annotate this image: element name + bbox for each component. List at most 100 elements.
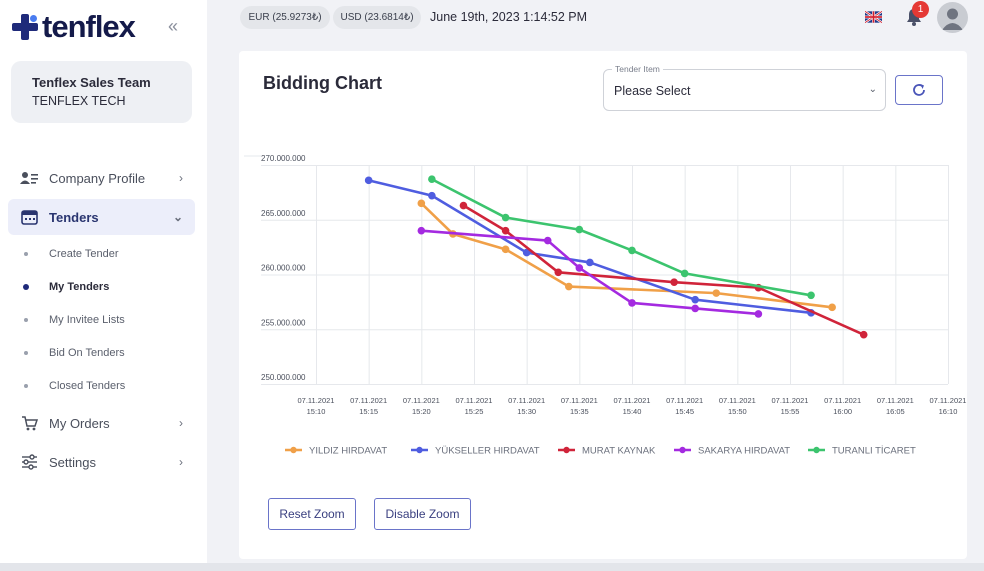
tender-item-label: Tender Item [612, 64, 663, 74]
bottom-scrollbar[interactable] [0, 563, 984, 571]
subnav-closed-tenders[interactable]: Closed Tenders [24, 376, 125, 396]
chevron-right-icon: › [179, 171, 183, 185]
legend-marker [563, 446, 570, 454]
y-tick-label: 260.000.000 [261, 264, 306, 273]
nav-company-profile[interactable]: Company Profile › [8, 160, 195, 196]
subnav-create-tender[interactable]: Create Tender [24, 244, 119, 264]
data-point [628, 299, 636, 307]
series-line [431, 178, 812, 297]
reset-zoom-button[interactable]: Reset Zoom [268, 498, 356, 530]
y-tick-label: 265.000.000 [261, 209, 306, 218]
legend-marker [813, 446, 820, 454]
x-tick-label-time: 15:30 [517, 407, 536, 416]
subnav-label: My Tenders [49, 281, 110, 293]
data-point [522, 248, 531, 257]
calendar-icon [20, 208, 38, 226]
legend-label: YÜKSELLER HIRDAVAT [435, 446, 540, 457]
data-point [859, 330, 868, 339]
data-point [754, 310, 763, 318]
data-point [501, 226, 510, 235]
user-card-icon [20, 169, 38, 187]
top-bar: EUR (25.9273₺) USD (23.6814₺) June 19th,… [207, 0, 984, 38]
x-tick-label-date: 07.11.2021 [561, 396, 598, 405]
data-point [628, 246, 636, 255]
data-point [417, 226, 426, 235]
data-point [459, 201, 468, 210]
x-tick-label-time: 15:50 [728, 407, 747, 416]
notification-badge: 1 [912, 1, 929, 18]
x-tick-label-date: 07.11.2021 [719, 396, 756, 405]
chevron-right-icon: › [179, 455, 183, 469]
data-point [807, 291, 815, 300]
series-line [421, 229, 759, 316]
series-line [462, 204, 865, 336]
legend-marker [290, 446, 297, 454]
bidding-line-chart: 270.000.000 265.000.000 260.000.000 255.000… [244, 154, 967, 457]
tender-item-select[interactable]: Tender Item Please Select ⌄ [603, 64, 886, 111]
x-tick-label-date: 07.11.2021 [403, 396, 440, 405]
data-point [501, 245, 510, 254]
legend-label: YILDIZ HIRDAVAT [309, 446, 387, 457]
bidding-chart-card: Bidding Chart Tender Item Please Select … [239, 51, 967, 559]
usd-rate-badge: USD (23.6814₺) [333, 6, 421, 29]
user-icon [942, 8, 963, 30]
subnav-bid-on-tenders[interactable]: Bid On Tenders [24, 343, 125, 363]
x-tick-label-date: 07.11.2021 [877, 396, 914, 405]
team-name: Tenflex Sales Team [32, 75, 151, 90]
data-point [565, 282, 573, 291]
series-line [368, 179, 812, 315]
x-tick-label-time: 16:10 [939, 407, 958, 416]
nav-tenders[interactable]: Tenders ⌄ [8, 199, 195, 235]
refresh-icon [913, 84, 925, 96]
legend-label: MURAT KAYNAK [582, 446, 656, 457]
x-tick-label-time: 15:40 [623, 407, 642, 416]
x-tick-label-date: 07.11.2021 [930, 396, 967, 405]
data-point [554, 268, 563, 277]
x-tick-label-time: 15:10 [307, 407, 326, 416]
eur-rate-badge: EUR (25.9273₺) [240, 6, 330, 29]
data-point [828, 303, 836, 312]
logo-plus-icon [12, 14, 38, 40]
nav-my-orders[interactable]: My Orders › [8, 405, 195, 441]
x-tick-label-time: 16:05 [886, 407, 905, 416]
data-point [501, 213, 510, 222]
x-tick-label-date: 07.11.2021 [824, 396, 861, 405]
x-tick-label-date: 07.11.2021 [298, 396, 335, 405]
subnav-my-tenders[interactable]: My Tenders [23, 277, 110, 297]
data-point [586, 258, 594, 267]
brand-logo[interactable]: tenflex [12, 9, 136, 44]
subnav-label: My Invitee Lists [49, 314, 125, 326]
subnav-my-invitee-lists[interactable]: My Invitee Lists [24, 310, 125, 330]
legend-marker [416, 446, 423, 454]
chevron-down-icon: ⌄ [868, 84, 877, 95]
data-point [428, 191, 436, 200]
current-datetime: June 19th, 2023 1:14:52 PM [430, 10, 588, 24]
refresh-button[interactable] [895, 75, 943, 105]
nav-label: Tenders [49, 209, 99, 225]
uk-flag-icon[interactable] [865, 11, 882, 23]
x-tick-label-date: 07.11.2021 [614, 396, 651, 405]
nav-settings[interactable]: Settings › [8, 444, 195, 480]
data-point [691, 295, 699, 304]
chevron-right-icon: › [179, 416, 183, 430]
chevron-down-icon: ⌄ [172, 210, 183, 224]
avatar[interactable] [937, 2, 968, 33]
x-tick-label-time: 15:25 [465, 407, 484, 416]
data-point [680, 269, 689, 278]
legend-marker [679, 446, 686, 454]
x-tick-label-date: 07.11.2021 [456, 396, 493, 405]
nav-label: My Orders [49, 415, 110, 431]
data-point [575, 225, 584, 234]
x-tick-label-time: 15:45 [675, 407, 694, 416]
double-chevron-left-icon[interactable]: « [168, 16, 179, 36]
tender-item-value: Please Select [614, 84, 691, 98]
y-tick-label: 270.000.000 [261, 154, 306, 163]
nav-label: Settings [49, 454, 96, 470]
data-point [364, 176, 373, 185]
sidebar: tenflex « Tenflex Sales Team TENFLEX TEC… [0, 0, 207, 571]
brand-name: tenflex [42, 9, 136, 44]
team-company: TENFLEX TECH [32, 94, 126, 108]
legend-label: SAKARYA HIRDAVAT [698, 446, 790, 457]
x-tick-label-date: 07.11.2021 [666, 396, 703, 405]
disable-zoom-button[interactable]: Disable Zoom [374, 498, 471, 530]
